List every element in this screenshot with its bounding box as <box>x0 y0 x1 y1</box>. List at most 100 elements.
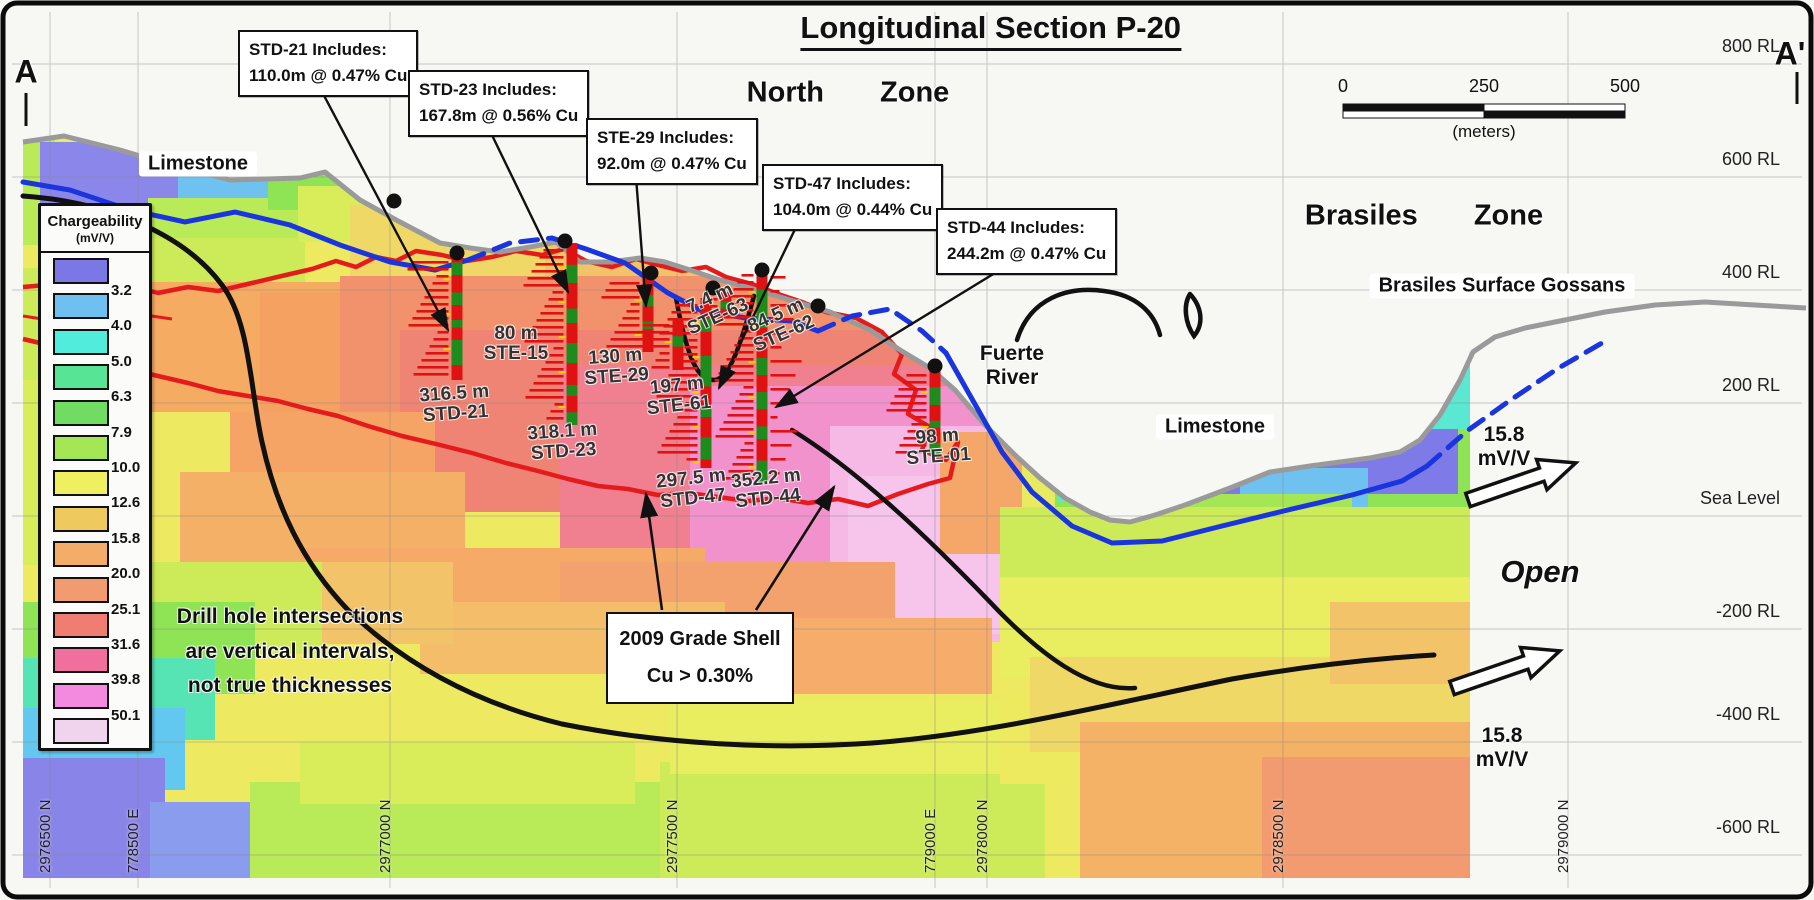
legend-swatch <box>53 718 109 745</box>
legend-boundary-value: 4.0 <box>111 317 132 335</box>
drill-label-std-44: 352.2 m STD-44 <box>730 464 802 513</box>
survey-coordinate-label: 2977500 N <box>664 799 681 873</box>
open-label: Open <box>1500 554 1580 590</box>
drill-label-std-47: 297.5 m STD-47 <box>655 464 727 513</box>
callout-leader-arrow <box>318 87 450 333</box>
callout-intercept: 167.8m @ 0.56% Cu <box>419 106 579 126</box>
legend-swatch <box>53 435 109 461</box>
elevation-label: -600 RL <box>1715 817 1780 837</box>
survey-coordinate-label: 778500 E <box>125 808 142 873</box>
intercept-callout-std-23: STD-23 Includes: 167.8m @ 0.56% Cu <box>408 70 590 137</box>
section-marker-a-prime: A' <box>1774 35 1806 72</box>
figure-title: Longitudinal Section P-20 <box>800 10 1182 51</box>
north-zone-label: North Zone <box>746 76 950 109</box>
drill-label-std-21: 316.5 m STD-21 <box>418 380 490 427</box>
chargeability-contour <box>789 427 1138 691</box>
chargeability-contour <box>20 193 1437 749</box>
legend-swatch <box>53 364 109 391</box>
survey-coordinate-label: 2978500 N <box>1270 799 1287 873</box>
chargeability-contour <box>673 293 757 383</box>
blue-contact-line-dashed <box>465 235 589 263</box>
callout-hole: STD-47 Includes: <box>773 174 911 193</box>
fuerte-river-label: Fuerte River <box>979 341 1045 389</box>
legend-boundary-value: 20.0 <box>111 565 141 583</box>
blue-contact-line <box>943 350 1430 546</box>
callout-intercept: 110.0m @ 0.47% Cu <box>249 66 408 86</box>
legend-boundary-value: 39.8 <box>111 671 141 689</box>
chargeability-contour <box>1183 291 1203 340</box>
limestone-label-west: Limestone <box>138 151 258 177</box>
brasiles-zone-label: Brasiles Zone <box>1304 199 1544 232</box>
intercept-callout-std-21: STD-21 Includes: 110.0m @ 0.47% Cu <box>238 30 419 97</box>
callout-leader-arrow <box>773 263 1009 409</box>
elevation-label: 800 RL <box>1721 36 1780 56</box>
scale-bar <box>1342 103 1626 119</box>
blue-contact-line-dashed <box>815 306 949 356</box>
drill-label-ste-29: 130 m STE-29 <box>583 344 650 390</box>
legend-swatch <box>53 293 109 320</box>
intercept-callout-ste-29: STE-29 Includes: 92.0m @ 0.47% Cu <box>586 118 758 185</box>
scale-bar-tick-label: 0 <box>1337 76 1349 96</box>
callout-hole: STE-29 Includes: <box>597 128 734 147</box>
grade-shell-line2: Cu > 0.30% <box>646 665 754 687</box>
callout-intercept: 104.0m @ 0.44% Cu <box>773 200 933 220</box>
legend-boundary-value: 5.0 <box>111 352 132 370</box>
legend-swatch <box>53 470 109 497</box>
drill-collar-dot <box>754 262 770 278</box>
legend-swatch <box>53 541 109 568</box>
legend-swatch <box>53 505 109 532</box>
grade-shell-arrow <box>754 484 836 611</box>
elevation-label: -400 RL <box>1715 704 1780 724</box>
scale-bar-tick-label: 250 <box>1468 76 1500 96</box>
survey-coordinate-label: 2976500 N <box>37 799 54 873</box>
legend-title: Chargeability <box>47 213 143 230</box>
chargeability-contour <box>1014 287 1163 343</box>
legend-swatch <box>53 682 109 709</box>
drill-collar-dot <box>705 280 721 296</box>
callout-hole: STD-21 Includes: <box>249 40 387 59</box>
elevation-label: 200 RL <box>1721 375 1780 395</box>
callout-hole: STD-23 Includes: <box>419 80 557 99</box>
survey-coordinate-label: 2977000 N <box>377 799 394 873</box>
drill-label-ste-61: 197 m STE-61 <box>645 372 713 420</box>
mvv-label-lower: 15.8 mV/V <box>1475 723 1529 771</box>
open-direction-arrow <box>1447 645 1564 697</box>
grade-shell-line1: 2009 Grade Shell <box>619 628 781 650</box>
elevation-label: 600 RL <box>1721 149 1780 169</box>
elevation-label: 400 RL <box>1721 262 1780 282</box>
intersections-note: Drill hole intersections are vertical int… <box>176 605 404 698</box>
survey-coordinate-label: 2979000 N <box>1555 799 1572 873</box>
elevation-label: Sea Level <box>1699 488 1780 508</box>
legend-swatch <box>53 258 109 284</box>
scale-bar-tick-label: 500 <box>1609 76 1641 96</box>
drill-collar-dot <box>810 298 826 314</box>
callout-hole: STD-44 Includes: <box>947 218 1085 237</box>
callout-intercept: 92.0m @ 0.47% Cu <box>597 154 747 174</box>
legend-boundary-value: 50.1 <box>111 706 141 724</box>
callout-leader-arrow <box>488 130 570 295</box>
legend-boundary-value: 3.2 <box>111 282 132 299</box>
mvv-label-upper: 15.8 mV/V <box>1477 422 1531 470</box>
legend-swatch <box>53 576 109 603</box>
survey-coordinate-label: 779000 E <box>922 808 939 873</box>
survey-coordinate-label: 2978000 N <box>974 799 991 873</box>
elevation-label: -200 RL <box>1715 601 1780 621</box>
drill-collar-dot <box>386 193 402 209</box>
drill-label-std-23: 318.1 m STD-23 <box>526 418 598 465</box>
open-direction-arrow <box>1463 457 1580 509</box>
blue-contact-line-dashed <box>1424 340 1605 469</box>
legend-boundary-value: 12.6 <box>111 494 141 512</box>
drill-label-ste-15: 80 m STE-15 <box>483 323 549 364</box>
legend-boundary-value: 7.9 <box>111 423 132 441</box>
callout-intercept: 244.2m @ 0.47% Cu <box>947 244 1107 264</box>
legend-swatch <box>53 399 109 426</box>
legend-separator <box>41 251 149 253</box>
drill-collar-dot <box>449 245 465 261</box>
intercept-callout-std-47: STD-47 Includes: 104.0m @ 0.44% Cu <box>762 164 944 231</box>
legend-boundary-value: 10.0 <box>111 459 141 476</box>
section-marker-a: A <box>14 53 38 90</box>
chargeability-legend: Chargeability (mV/V) 3.2 4.0 5.0 6.3 7.9 10.0… <box>38 203 152 751</box>
legend-swatch <box>53 612 109 638</box>
drill-collar-dot <box>643 265 659 281</box>
